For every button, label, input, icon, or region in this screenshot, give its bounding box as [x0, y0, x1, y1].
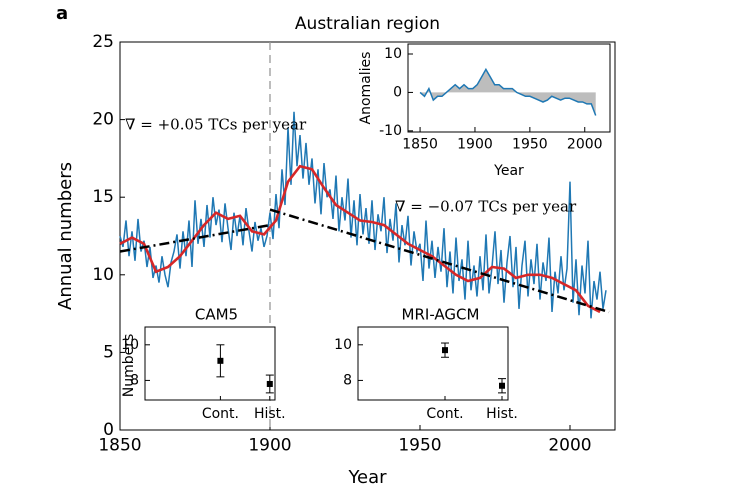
point — [499, 382, 505, 389]
axes-frame — [357, 326, 509, 401]
trend-line — [119, 223, 271, 253]
axes-frame — [144, 326, 276, 401]
y-axis-label: Numbers — [121, 334, 137, 398]
x-tick-label: Cont. — [202, 406, 239, 422]
y-axis-label: Anomalies — [358, 52, 374, 125]
x-tick-label: 1850 — [98, 435, 141, 455]
x-tick-label: 1900 — [457, 137, 493, 153]
x-tick-label: 2000 — [567, 137, 603, 153]
y-tick-label: -10 — [379, 123, 402, 139]
annotation: ∇ = −0.07 TCs per year — [395, 198, 577, 216]
anomaly-line — [419, 67, 597, 116]
y-tick-label: 0 — [393, 84, 402, 100]
y-tick-label: 10 — [121, 337, 139, 353]
y-tick-label: 25 — [92, 32, 114, 52]
x-tick-label: 2000 — [548, 435, 591, 455]
chart-title: MRI-AGCM — [402, 306, 480, 324]
x-tick-label: Hist. — [486, 406, 518, 422]
x-tick-label: 1950 — [398, 435, 441, 455]
y-axis-label: Annual numbers — [55, 162, 76, 310]
y-tick-label: 10 — [384, 46, 402, 62]
chart-title: Australian region — [295, 14, 440, 34]
series-line — [119, 164, 601, 314]
y-tick-label: 0 — [103, 420, 114, 440]
x-tick-label: 1850 — [402, 137, 438, 153]
anomaly-area — [420, 69, 596, 116]
x-axis-label: Year — [347, 467, 387, 488]
point — [266, 380, 273, 387]
y-tick-label: 15 — [92, 187, 114, 207]
y-tick-label: 20 — [92, 110, 114, 130]
x-axis-label: Year — [493, 163, 524, 179]
x-tick-label: Hist. — [254, 406, 286, 422]
y-tick-label: 10 — [334, 337, 352, 353]
y-tick-label: 5 — [103, 342, 114, 362]
point — [442, 347, 448, 354]
y-tick-label: 10 — [92, 265, 114, 285]
y-tick-label: 8 — [343, 372, 352, 388]
trend-line — [269, 208, 610, 314]
chart-title: CAM5 — [195, 306, 238, 324]
x-tick-label: 1950 — [512, 137, 548, 153]
series-line — [119, 111, 607, 319]
x-tick-label: Cont. — [426, 406, 463, 422]
y-tick-label: 8 — [130, 372, 139, 388]
annotation: ∇ = +0.05 TCs per year — [125, 116, 307, 134]
point — [217, 357, 224, 364]
panel-label: a — [56, 3, 68, 24]
x-tick-label: 1900 — [248, 435, 291, 455]
